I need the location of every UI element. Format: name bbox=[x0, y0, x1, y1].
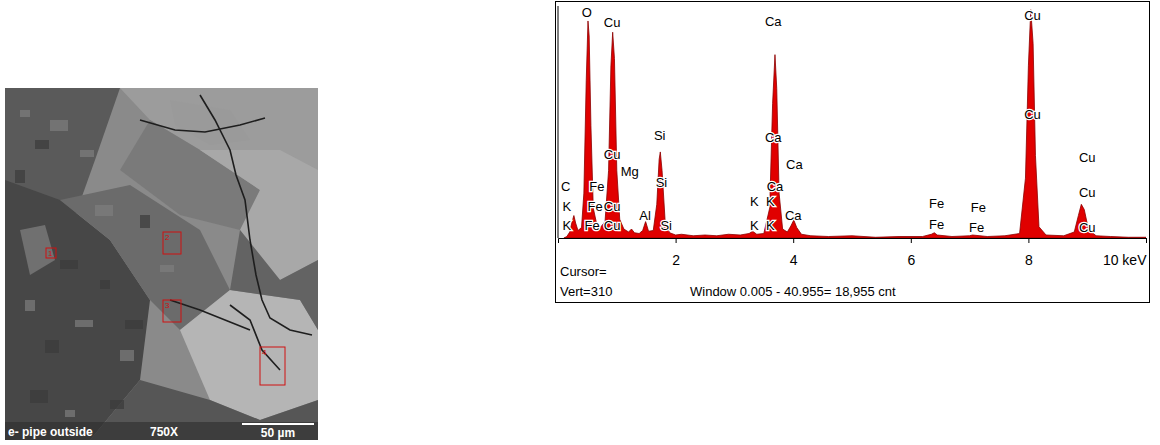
peak-label: Ca bbox=[786, 157, 803, 172]
grain bbox=[120, 350, 134, 361]
figure: 1234e- pipe outside750X50 µm246810 keVOC… bbox=[0, 0, 1160, 445]
peak-label: K bbox=[562, 199, 571, 214]
x-axis-line bbox=[559, 239, 1147, 244]
grain bbox=[75, 320, 93, 327]
micrograph bbox=[5, 88, 318, 440]
peak-label: Ca bbox=[765, 130, 782, 145]
peak-label: Cu bbox=[1024, 107, 1041, 122]
x-tick: 4 bbox=[790, 238, 798, 268]
info-bar bbox=[5, 422, 318, 440]
x-tick-label: 6 bbox=[907, 252, 915, 268]
crack bbox=[170, 300, 250, 330]
x-tick: 2 bbox=[672, 238, 680, 268]
footer-text: Window 0.005 - 40.955= 18,955 cnt bbox=[690, 284, 896, 299]
grain bbox=[35, 140, 49, 149]
peak-label: Cu bbox=[604, 218, 621, 233]
peak-label: Fe bbox=[929, 217, 944, 232]
grain bbox=[100, 280, 110, 289]
peak-label: Fe bbox=[589, 179, 604, 194]
peak-label: Cu bbox=[604, 199, 621, 214]
peak-label: Fe bbox=[929, 196, 944, 211]
grain bbox=[30, 390, 48, 403]
peak-label: Si bbox=[654, 128, 666, 143]
x-tick-mark bbox=[793, 238, 794, 243]
grain bbox=[45, 340, 59, 353]
peak-label: Cu bbox=[1024, 8, 1041, 23]
x-tick-label: 4 bbox=[790, 252, 798, 268]
region-label: 1 bbox=[48, 249, 53, 258]
peak-label: C bbox=[561, 179, 570, 194]
plot-area bbox=[564, 10, 1146, 238]
peak-label: Ca bbox=[785, 208, 802, 223]
peak-label: Fe bbox=[969, 220, 984, 235]
micrograph-ground bbox=[5, 88, 318, 440]
x-axis: 2 4 6 8 10 keV bbox=[559, 238, 1148, 268]
footer-text: Cursor= bbox=[560, 264, 607, 279]
x-tick-mark bbox=[1028, 238, 1029, 243]
y-axis-line bbox=[558, 6, 559, 238]
analysis-region bbox=[163, 232, 181, 254]
analysis-region bbox=[260, 347, 285, 385]
x-tick-mark bbox=[676, 238, 677, 243]
spectrum bbox=[564, 10, 1146, 238]
crack bbox=[230, 305, 280, 370]
peak-label: Fe bbox=[585, 218, 600, 233]
grain bbox=[25, 300, 35, 311]
x-tick: 8 bbox=[1025, 238, 1033, 268]
peak-labels: OCuCuMgCFeKFeCuKFeCuAlSiSiSiCaCaCaCaCaKK… bbox=[561, 5, 1096, 235]
scale-bar bbox=[242, 423, 314, 425]
grain bbox=[50, 120, 68, 131]
peak-label: Ca bbox=[765, 14, 782, 29]
analysis-region bbox=[163, 300, 181, 322]
peak-label: Fe bbox=[971, 200, 986, 215]
peak-label: Fe bbox=[587, 199, 602, 214]
region-label: 3 bbox=[165, 301, 170, 310]
scale-bar-label: 50 µm bbox=[261, 426, 295, 440]
grain bbox=[95, 205, 113, 216]
grain bbox=[110, 400, 124, 409]
peak-label: Ca bbox=[767, 179, 784, 194]
x-tick-label: 10 keV bbox=[1103, 252, 1147, 268]
grain bbox=[20, 110, 30, 117]
x-tick-mark bbox=[1146, 238, 1147, 243]
magnification: 750X bbox=[150, 425, 178, 439]
peak-label: Cu bbox=[604, 147, 621, 162]
region-label: 4 bbox=[262, 348, 267, 357]
grain bbox=[80, 150, 94, 157]
peak-label: K bbox=[750, 194, 759, 209]
peak-label: Mg bbox=[621, 164, 639, 179]
peak-label: Cu bbox=[1079, 220, 1096, 235]
peak-label: Si bbox=[656, 175, 668, 190]
peak-label: Cu bbox=[1079, 150, 1096, 165]
footer-text: Vert=310 bbox=[560, 284, 612, 299]
peak-label: K bbox=[562, 218, 571, 233]
peak-label: O bbox=[582, 5, 592, 20]
x-tick-label: 2 bbox=[672, 252, 680, 268]
x-tick: 10 keV bbox=[1103, 238, 1147, 268]
caption: e- pipe outside bbox=[8, 425, 93, 439]
texture-region bbox=[170, 100, 250, 145]
grain bbox=[125, 320, 143, 329]
analysis-region bbox=[46, 248, 56, 258]
x-tick-mark bbox=[911, 238, 912, 243]
peak-label: K bbox=[750, 218, 759, 233]
grain bbox=[60, 260, 78, 269]
crack bbox=[140, 118, 265, 132]
x-tick-label: 8 bbox=[1025, 252, 1033, 268]
texture-region bbox=[20, 225, 55, 275]
grain bbox=[65, 410, 75, 417]
crack bbox=[200, 95, 312, 335]
grain bbox=[140, 215, 150, 228]
peak-label: Si bbox=[660, 218, 672, 233]
peak-label: Cu bbox=[1079, 185, 1096, 200]
peak-label: Cu bbox=[604, 15, 621, 30]
peak-label: K bbox=[766, 194, 775, 209]
grain bbox=[160, 265, 174, 272]
region-label: 2 bbox=[165, 233, 170, 242]
peak-label: K bbox=[766, 218, 775, 233]
peak-label: Al bbox=[639, 208, 651, 223]
x-tick: 6 bbox=[907, 238, 915, 268]
panel-frame bbox=[556, 2, 1150, 303]
grain bbox=[15, 170, 25, 183]
